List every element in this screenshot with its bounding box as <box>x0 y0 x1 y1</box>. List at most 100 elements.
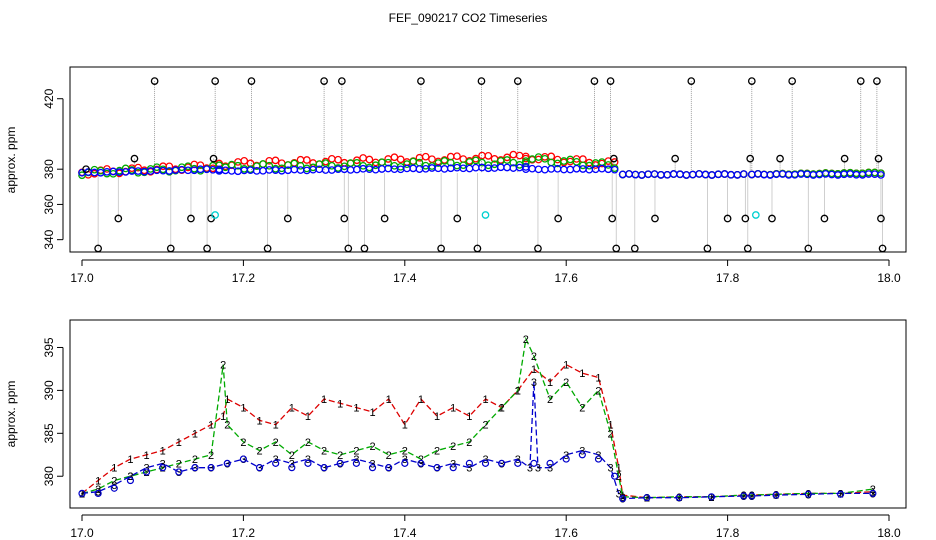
blue-circle-point <box>239 455 247 463</box>
blue-circle-point <box>255 464 264 472</box>
red-point <box>515 151 524 160</box>
cyan-point <box>751 211 760 219</box>
series-2-marker: 2 <box>523 334 529 346</box>
series-3-marker: 3 <box>870 488 876 500</box>
black-spike-point <box>94 244 102 253</box>
top-panel: approx. ppm 17.0 17.2 17.4 17.6 17.8 18.0 340 3… <box>4 66 907 285</box>
red-point <box>484 151 493 160</box>
black-spike-point <box>840 154 849 163</box>
black-spike-point <box>114 214 123 223</box>
black-spike-point <box>877 214 885 223</box>
black-spike-point <box>150 77 159 85</box>
x-tick-label: 18.0 <box>877 526 901 540</box>
blue-point <box>708 171 716 179</box>
blue-point <box>471 163 480 172</box>
top-axes: 17.0 17.2 17.4 17.6 17.8 18.0 340 360 380 420 <box>42 88 901 285</box>
x-tick-label: 17.2 <box>232 526 256 540</box>
black-spike-point <box>417 77 425 85</box>
series-1-marker: 1 <box>482 394 488 406</box>
blue-circle-point <box>498 459 506 467</box>
series-3-marker: 3 <box>434 463 440 475</box>
x-tick-label: 17.6 <box>555 526 579 540</box>
series-2-marker: 2 <box>224 420 230 432</box>
black-spike-point <box>453 214 462 223</box>
series-1-line <box>81 363 873 499</box>
series-3-marker: 3 <box>499 458 505 470</box>
red-point <box>459 155 468 163</box>
blue-point <box>733 171 742 179</box>
y-tick-label: 380 <box>42 466 56 486</box>
series-3-line <box>81 381 873 500</box>
black-spike-point <box>263 244 272 253</box>
top-plot-frame <box>69 66 907 253</box>
cyan-point <box>481 211 490 219</box>
series-1-marker: 1 <box>305 411 311 423</box>
blue-point <box>766 171 775 179</box>
black-spike-point <box>203 244 211 253</box>
black-spike-point <box>788 77 797 85</box>
series-3-marker: 3 <box>337 458 343 470</box>
series-2-marker: 2 <box>579 403 585 415</box>
series-3-marker: 3 <box>616 488 622 500</box>
series-2-marker: 2 <box>482 420 488 432</box>
series-1-marker: 1 <box>256 415 262 427</box>
series-1-marker: 1 <box>337 398 343 410</box>
blue-circle-point <box>78 489 86 498</box>
series-2-marker: 2 <box>176 458 182 470</box>
blue-circle-point <box>175 468 183 476</box>
series-1-marker: 1 <box>79 488 85 500</box>
blue-point <box>695 170 703 178</box>
blue-point <box>378 165 386 173</box>
series-2-marker: 2 <box>273 437 279 449</box>
black-spike-point <box>820 214 829 223</box>
figure-title: FEF_090217 CO2 Timeseries <box>389 11 548 25</box>
green-point <box>371 161 380 170</box>
series-2-marker: 2 <box>450 441 456 453</box>
green-point <box>604 161 613 169</box>
blue-point <box>747 170 756 179</box>
blue-point <box>560 165 568 174</box>
blue-circle-point <box>546 459 554 467</box>
series-1-marker: 1 <box>95 476 101 488</box>
series-2-marker: 2 <box>805 488 811 500</box>
series-3-marker: 3 <box>749 491 755 503</box>
green-point <box>259 160 267 168</box>
red-point <box>509 150 518 159</box>
series-2-marker: 2 <box>337 450 343 462</box>
green-point <box>234 161 242 170</box>
red-point <box>478 151 486 160</box>
blue-point <box>610 165 619 174</box>
series-3-marker: 3 <box>527 463 533 475</box>
blue-circle-point <box>223 459 231 467</box>
x-tick-label: 17.0 <box>70 271 94 285</box>
red-point <box>428 155 436 164</box>
series-1-marker: 1 <box>418 394 424 406</box>
series-2-marker: 2 <box>515 385 521 397</box>
series-3-marker: 3 <box>256 463 262 475</box>
series-3-marker: 3 <box>240 454 246 466</box>
series-3-marker: 3 <box>676 493 682 505</box>
series-2-marker: 2 <box>563 377 569 389</box>
series-1-marker: 1 <box>563 360 569 372</box>
series-1-marker: 1 <box>289 403 295 415</box>
blue-circle-point <box>740 492 748 500</box>
red-point <box>390 153 399 162</box>
black-spike-point <box>723 214 732 223</box>
top-y-axis-label: approx. ppm <box>4 127 18 194</box>
series-2-marker: 2 <box>289 450 295 462</box>
series-2-marker: 2 <box>305 437 311 449</box>
series-1-marker: 1 <box>466 411 472 423</box>
black-spike-point <box>360 244 369 253</box>
black-spike-point <box>338 77 346 85</box>
black-spike-point <box>743 244 752 253</box>
blue-circle-point <box>675 494 683 502</box>
blue-circle-point <box>530 459 538 467</box>
blue-circle-point <box>126 476 135 485</box>
series-1-marker: 1 <box>208 420 214 432</box>
series-2-marker: 2 <box>741 490 747 502</box>
blue-circle-point <box>611 472 619 480</box>
series-1-marker: 1 <box>369 407 375 419</box>
series-1-marker: 1 <box>616 463 622 475</box>
series-1-marker: 1 <box>402 420 408 432</box>
